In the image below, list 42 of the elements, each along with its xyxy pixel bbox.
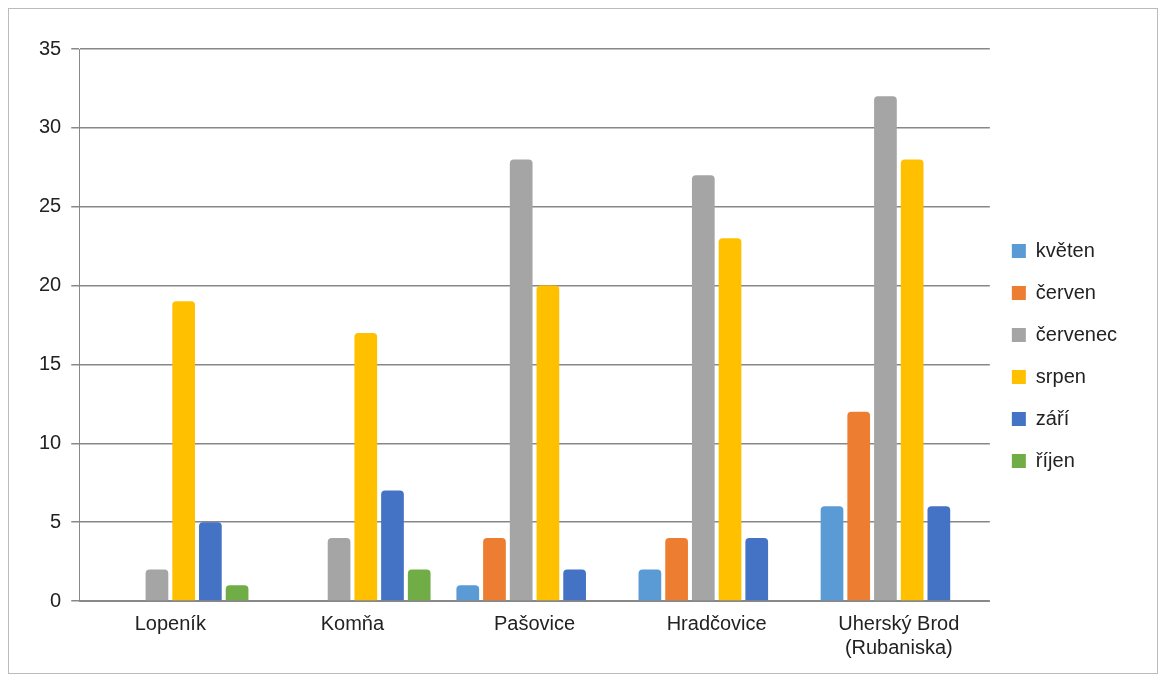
y-tick-label: 0 (50, 588, 62, 611)
bar (927, 506, 951, 601)
x-tick-label: Lopeník (134, 611, 207, 634)
bar (225, 585, 249, 601)
y-tick-label: 25 (39, 194, 62, 217)
bar (638, 569, 662, 601)
legend-label: červenec (1035, 322, 1117, 345)
bar (900, 159, 924, 601)
bar (874, 96, 897, 601)
y-tick-label: 30 (39, 115, 62, 138)
bar (691, 175, 715, 601)
x-tick-label: Uherský Brod (Rubaniska) (838, 611, 960, 658)
legend-label: květen (1035, 238, 1095, 261)
y-tick-label: 10 (39, 430, 62, 453)
legend-label: říjen (1035, 448, 1075, 471)
bar (172, 301, 196, 601)
bar (199, 522, 222, 601)
y-tick-label: 20 (39, 273, 62, 296)
legend-label: červen (1035, 280, 1096, 303)
bar (509, 159, 533, 601)
bar (847, 411, 871, 601)
bar (456, 585, 480, 601)
y-tick-label: 35 (39, 36, 62, 59)
bar (745, 537, 769, 601)
y-tick-label: 15 (39, 351, 62, 374)
bar (145, 569, 169, 601)
legend-label: srpen (1035, 364, 1086, 387)
bar (354, 332, 378, 601)
bar (536, 285, 560, 601)
legend-label: září (1035, 406, 1070, 429)
bar (820, 506, 844, 601)
x-tick-label: Pašovice (493, 611, 576, 634)
bar (381, 490, 404, 601)
bar (718, 238, 742, 601)
bar (563, 569, 586, 601)
x-tick-label: Komňa (320, 611, 385, 634)
bar (665, 537, 688, 601)
x-tick-label: Hradčovice (666, 611, 767, 634)
bar (327, 537, 351, 601)
bar (483, 537, 506, 601)
bar (407, 569, 431, 601)
y-tick-label: 5 (50, 509, 62, 532)
